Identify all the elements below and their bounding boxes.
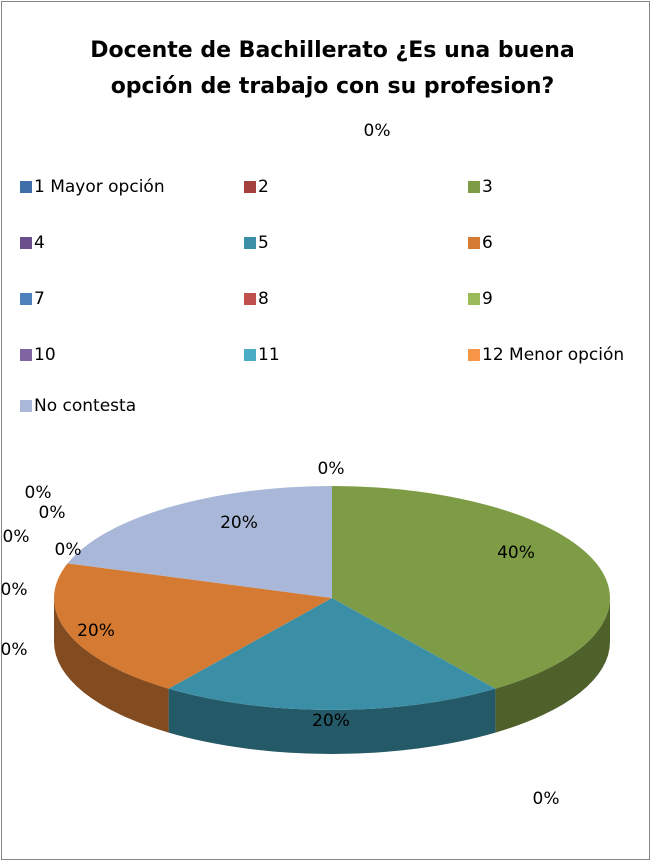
chart-title: Docente de Bachillerato ¿Es una buena op… [90, 38, 575, 99]
pie-side [495, 598, 610, 733]
legend-label: 4 [34, 233, 45, 253]
legend-label: No contesta [34, 396, 136, 416]
legend-label: 5 [258, 233, 269, 253]
data-label: 20% [220, 513, 258, 533]
data-label: 20% [312, 711, 350, 731]
legend-swatch [20, 400, 32, 412]
legend-swatch [20, 181, 32, 193]
legend-label: 6 [482, 233, 493, 253]
legend-label: 7 [34, 289, 45, 309]
data-label: 20% [77, 621, 115, 641]
data-label: 0% [533, 789, 560, 809]
legend-label: 9 [482, 289, 493, 309]
legend-swatch [20, 237, 32, 249]
data-label: 0% [25, 483, 52, 503]
legend-swatch [468, 293, 480, 305]
legend-swatch [244, 237, 256, 249]
legend-swatch [468, 349, 480, 361]
legend-label: 10 [34, 345, 56, 365]
pie-side [168, 688, 496, 754]
data-label: 0% [39, 503, 66, 523]
legend-label: 8 [258, 289, 269, 309]
legend-swatch [468, 237, 480, 249]
data-label: 0% [55, 540, 82, 560]
pie-side [54, 598, 169, 733]
legend-swatch [20, 349, 32, 361]
pie-slice [67, 486, 332, 598]
data-label: 0% [3, 527, 30, 547]
legend-label: 2 [258, 177, 269, 197]
legend-swatch [468, 181, 480, 193]
pie-slice [168, 598, 496, 710]
legend-swatch [20, 293, 32, 305]
data-label: 0% [1, 580, 28, 600]
pie-slice [332, 486, 611, 689]
legend-label: 11 [258, 345, 280, 365]
chart-border [1, 1, 650, 860]
pie-slice [53, 563, 333, 689]
data-label: 0% [1, 640, 28, 660]
legend-label: 3 [482, 177, 493, 197]
legend-swatch [244, 293, 256, 305]
legend-swatch [244, 349, 256, 361]
legend-label: 12 Menor opción [482, 345, 624, 365]
legend-label: 1 Mayor opción [34, 177, 165, 197]
data-label: 40% [497, 543, 535, 563]
data-label: 0% [364, 121, 391, 141]
data-label: 0% [318, 459, 345, 479]
legend-swatch [244, 181, 256, 193]
